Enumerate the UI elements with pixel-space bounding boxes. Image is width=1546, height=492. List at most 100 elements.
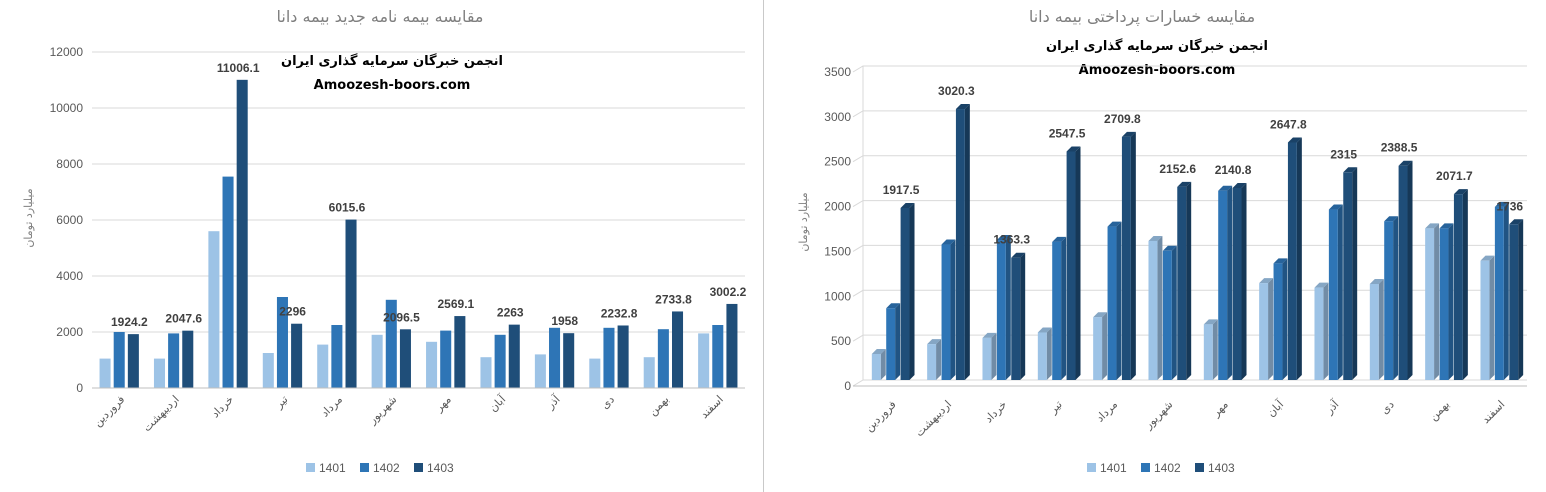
bar-side-1402 — [895, 303, 901, 380]
bar-1401 — [1037, 332, 1047, 380]
x-tick-label: آبان — [1264, 397, 1287, 420]
bar-1401 — [982, 337, 992, 380]
bar-1402 — [168, 333, 180, 388]
data-label: 3020.3 — [938, 84, 975, 98]
bar-side-1401 — [1434, 223, 1440, 380]
bar-top-1401 — [871, 348, 886, 354]
x-tick-label: بهمن — [1427, 398, 1452, 423]
bar-side-1401 — [1378, 279, 1384, 380]
y-tick-label: 500 — [831, 334, 851, 348]
bar-1402 — [1439, 228, 1449, 380]
bar-top-1401 — [927, 339, 942, 345]
data-label: 2096.5 — [383, 310, 420, 324]
legend-label-1402: 1402 — [373, 461, 400, 475]
bar-1403 — [508, 324, 520, 388]
bar-1402 — [886, 308, 896, 380]
bar-side-1402 — [1116, 221, 1122, 380]
legend-swatch-1402 — [1141, 463, 1150, 472]
bar-top-1401 — [1259, 278, 1274, 284]
bar-1401 — [208, 231, 220, 388]
bar-top-1402 — [996, 235, 1011, 241]
x-tick-label: تیر — [272, 393, 291, 412]
bar-top-1402 — [1162, 245, 1177, 251]
y-tick-label: 1500 — [824, 244, 851, 258]
bar-side-1401 — [936, 339, 942, 380]
y-tick-label: 4000 — [56, 269, 83, 283]
bar-1403 — [454, 316, 466, 388]
watermark-persian: انجمن خبرگان سرمایه گذاری ایران — [1046, 38, 1268, 54]
bar-top-1403 — [1121, 131, 1136, 137]
y-tick-label: 2000 — [56, 325, 83, 339]
bar-top-1401 — [1480, 255, 1495, 261]
bar-1401 — [1203, 324, 1213, 380]
y-axis-label: میلیارد تومان — [22, 188, 35, 247]
data-label: 1924.2 — [111, 315, 148, 329]
bar-top-1403 — [1453, 189, 1468, 195]
chart-panel-new-policies: مقایسه بیمه نامه جدید بیمه دانا انجمن خب… — [0, 0, 762, 492]
data-label: 2071.7 — [1436, 169, 1473, 183]
bar-1402 — [1218, 190, 1228, 380]
bar-1401 — [1425, 228, 1435, 380]
bar-1403 — [563, 333, 575, 388]
bar-1403 — [1343, 172, 1353, 380]
legend-label-1403: 1403 — [1208, 461, 1235, 475]
bar-1403 — [1177, 186, 1187, 380]
x-tick-label: دی — [598, 393, 617, 412]
x-tick-label: تیر — [1046, 398, 1065, 417]
bar-top-1403 — [1343, 167, 1358, 173]
legend-label-1403: 1403 — [427, 461, 454, 475]
bar-1401 — [1480, 260, 1490, 380]
bar-top-1401 — [1314, 282, 1329, 288]
bar-top-1402 — [1328, 204, 1343, 210]
bar-top-1402 — [1494, 201, 1509, 207]
bar-top-1402 — [1439, 223, 1454, 229]
x-tick-label: فروردین — [863, 398, 899, 434]
x-tick-label: خرداد — [209, 393, 236, 420]
bar-side-1402 — [1282, 258, 1288, 380]
x-tick-label: شهریور — [1141, 398, 1175, 432]
bar-side-1403 — [1296, 137, 1302, 380]
bar-side-1403 — [1130, 131, 1136, 380]
bar-1402 — [440, 330, 452, 388]
bar-1403 — [1287, 142, 1297, 380]
bar-1402 — [712, 325, 724, 388]
bar-side-1401 — [991, 332, 997, 380]
panel-divider — [763, 0, 764, 492]
bar-1402 — [996, 240, 1006, 380]
bar-side-1401 — [1212, 319, 1218, 380]
bars — [871, 104, 1524, 380]
bar-side-1402 — [1448, 223, 1454, 380]
bar-1401 — [589, 358, 601, 388]
bar-1403 — [726, 303, 738, 388]
x-tick-label: اردیبهشت — [140, 393, 181, 434]
bar-1402 — [385, 299, 397, 388]
data-label: 2296 — [279, 305, 306, 319]
y-tick-label: 2500 — [824, 155, 851, 169]
gridlines — [92, 51, 745, 389]
x-tick-label: شهریور — [365, 393, 399, 427]
y-tick-label: 2000 — [824, 200, 851, 214]
bar-top-1402 — [1273, 258, 1288, 264]
watermark-url: Amoozesh-boors.com — [1079, 63, 1236, 78]
data-label: 2733.8 — [655, 292, 692, 306]
x-tick-label: اسفند — [1479, 398, 1507, 426]
bar-1403 — [1232, 187, 1242, 380]
gridline — [852, 110, 1527, 118]
bar-1403 — [1453, 194, 1463, 380]
bar-side-1403 — [1020, 252, 1026, 380]
bar-1401 — [643, 357, 655, 388]
legend-label-1402: 1402 — [1154, 461, 1181, 475]
bar-top-1402 — [1218, 185, 1233, 191]
data-label: 1958 — [551, 314, 578, 328]
bar-top-1403 — [1011, 252, 1026, 258]
bar-side-1402 — [1171, 245, 1177, 380]
y-tick-label: 10000 — [50, 101, 84, 115]
x-tick-label: آبان — [486, 392, 509, 415]
bar-side-1402 — [1503, 201, 1509, 380]
bar-1401 — [153, 358, 165, 388]
data-label: 2152.6 — [1159, 162, 1196, 176]
bar-side-1402 — [1005, 235, 1011, 380]
bar-top-1402 — [941, 239, 956, 245]
x-tick-label: آذر — [543, 392, 564, 413]
legend-swatch-1402 — [360, 463, 369, 472]
